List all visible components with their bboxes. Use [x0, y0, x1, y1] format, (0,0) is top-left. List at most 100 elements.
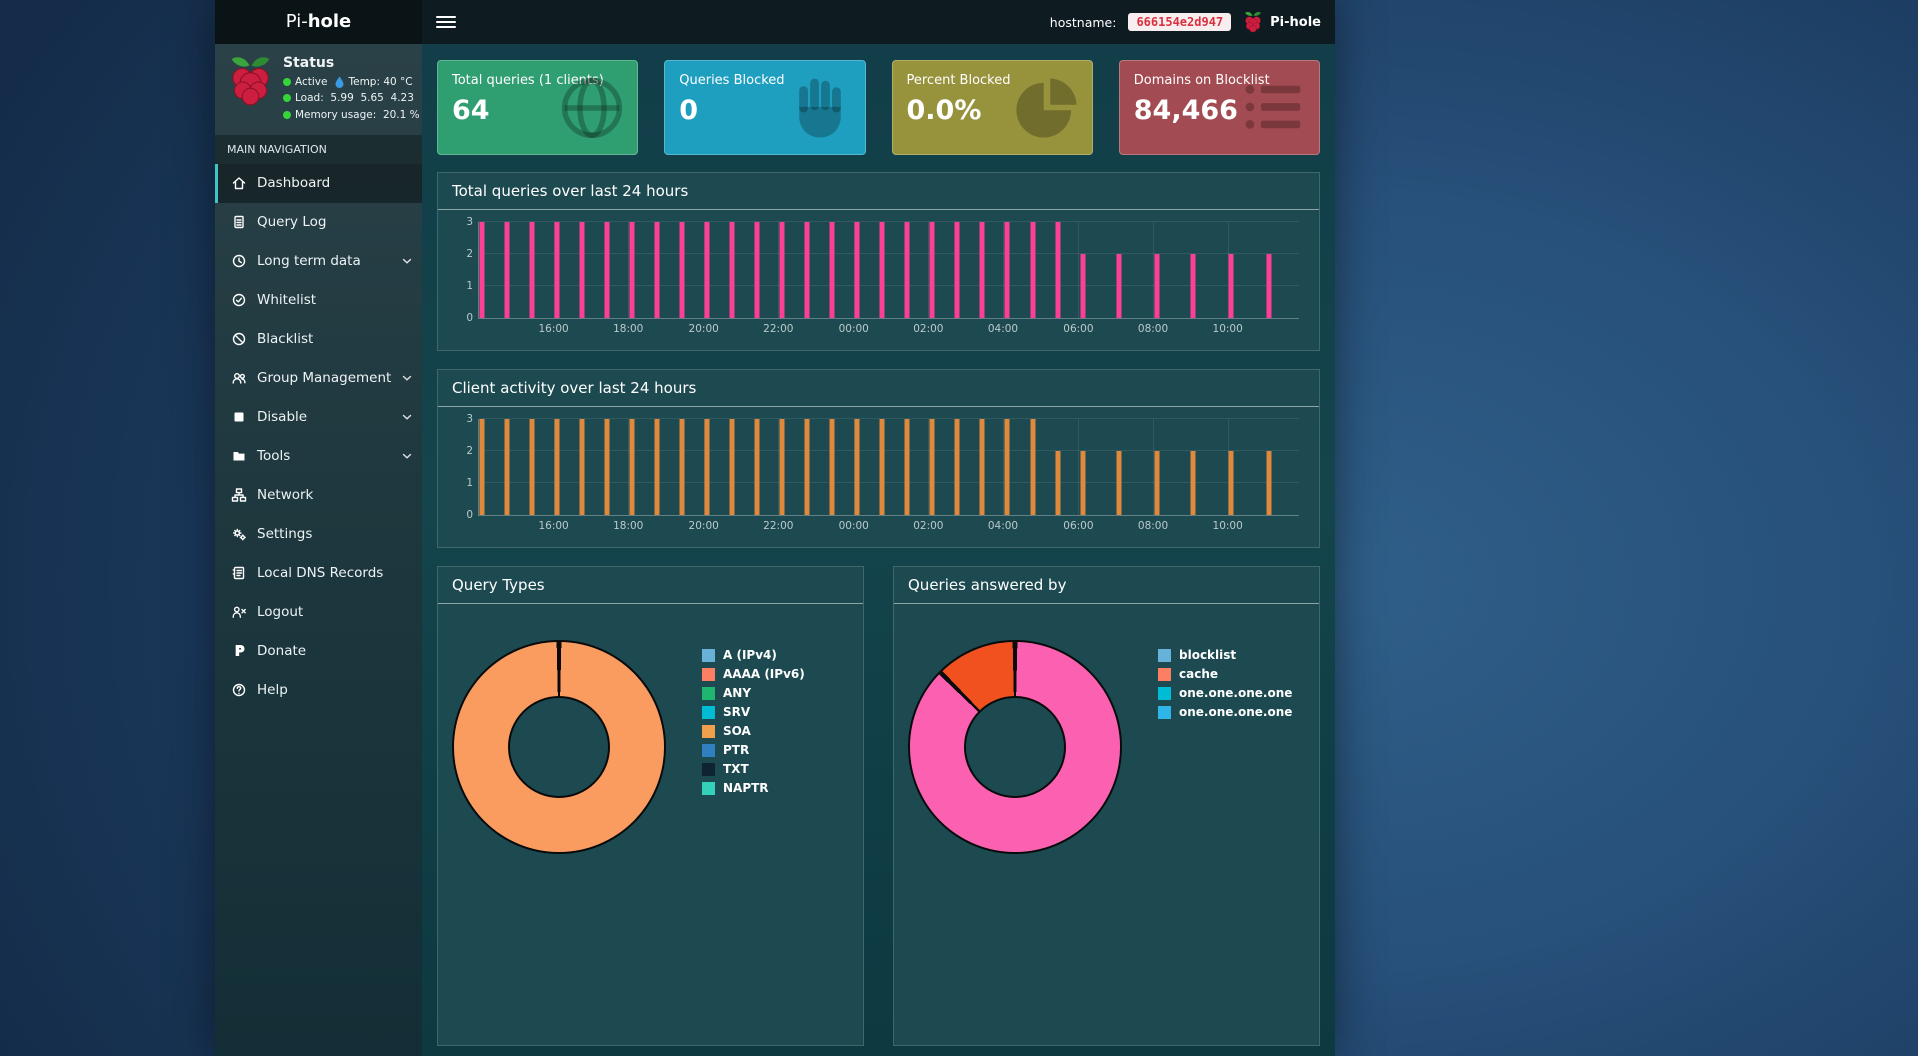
sidebar-toggle-button[interactable] — [436, 16, 456, 28]
chart-bar[interactable] — [1116, 451, 1122, 515]
chart-bar[interactable] — [654, 222, 660, 318]
chart-bar[interactable] — [1228, 254, 1234, 318]
chart-bar[interactable] — [804, 222, 810, 318]
chart-bar[interactable] — [879, 419, 885, 515]
queries-answered-donut-chart[interactable] — [910, 642, 1120, 852]
legend-item-srv[interactable]: SRV — [702, 705, 805, 719]
chart-bar[interactable] — [979, 222, 985, 318]
chart-bar[interactable] — [554, 419, 560, 515]
chart-bar[interactable] — [1080, 254, 1086, 318]
chart-bar[interactable] — [1030, 419, 1035, 515]
chart-bar[interactable] — [779, 419, 785, 515]
sidebar-item-donate[interactable]: P Donate — [215, 632, 422, 671]
chart-bar[interactable] — [1080, 451, 1086, 515]
chart-bar[interactable] — [679, 419, 685, 515]
legend-item-any[interactable]: ANY — [702, 686, 805, 700]
chart-bar[interactable] — [1055, 222, 1060, 318]
chart-plot-area[interactable]: 0 1 2 3 16:00 18:00 20:00 22:00 00:00 02:00 04:00 0… — [466, 216, 1299, 335]
chart-bar[interactable] — [829, 222, 835, 318]
chart-bar[interactable] — [579, 222, 585, 318]
legend-item-soa[interactable]: SOA — [702, 724, 805, 738]
legend-item-aaaa-ipv6[interactable]: AAAA (IPv6) — [702, 667, 805, 681]
chart-bar[interactable] — [479, 222, 485, 318]
legend-item-ptr[interactable]: PTR — [702, 743, 805, 757]
chart-bar[interactable] — [529, 222, 535, 318]
chart-bar[interactable] — [1266, 451, 1272, 515]
sidebar-item-query-log[interactable]: Query Log — [215, 203, 422, 242]
chart-bar[interactable] — [1190, 254, 1196, 318]
sidebar-item-disable[interactable]: Disable — [215, 398, 422, 437]
chart-bar[interactable] — [954, 419, 960, 515]
chart-bar[interactable] — [879, 222, 885, 318]
chart-bar[interactable] — [1004, 419, 1010, 515]
sidebar-item-help[interactable]: Help — [215, 671, 422, 710]
client-activity-chart[interactable]: 0 1 2 3 16:00 18:00 20:00 22:00 00:00 02:00 04:00 0… — [452, 413, 1305, 539]
chart-bar[interactable] — [504, 419, 510, 515]
chart-bar[interactable] — [1055, 451, 1060, 515]
legend-item-blocklist[interactable]: blocklist — [1158, 648, 1292, 662]
query-types-donut-chart[interactable] — [454, 642, 664, 852]
chart-bar[interactable] — [629, 419, 635, 515]
chart-bar[interactable] — [1030, 222, 1035, 318]
chart-bar[interactable] — [604, 222, 610, 318]
dns-icon — [230, 565, 248, 581]
legend-item-txt[interactable]: TXT — [702, 762, 805, 776]
chart-bar[interactable] — [554, 222, 560, 318]
chart-bar[interactable] — [754, 222, 760, 318]
sidebar-item-long-term-data[interactable]: Long term data — [215, 242, 422, 281]
chart-bar[interactable] — [1190, 451, 1196, 515]
chart-bar[interactable] — [804, 419, 810, 515]
chart-bar[interactable] — [504, 222, 510, 318]
chart-bar[interactable] — [779, 222, 785, 318]
chart-bar[interactable] — [529, 419, 535, 515]
chart-bar[interactable] — [854, 419, 860, 515]
sidebar-item-network[interactable]: Network — [215, 476, 422, 515]
chart-bar[interactable] — [929, 419, 935, 515]
sidebar-item-group-management[interactable]: Group Management — [215, 359, 422, 398]
total-queries-chart[interactable]: 0 1 2 3 16:00 18:00 20:00 22:00 00:00 02:00 04:00 0… — [452, 216, 1305, 342]
chart-bar[interactable] — [704, 419, 710, 515]
chart-bar[interactable] — [854, 222, 860, 318]
legend-item-a-ipv4[interactable]: A (IPv4) — [702, 648, 805, 662]
sidebar-item-tools[interactable]: Tools — [215, 437, 422, 476]
x-axis-label: 10:00 — [1212, 323, 1243, 335]
sidebar-item-whitelist[interactable]: Whitelist — [215, 281, 422, 320]
chart-bar[interactable] — [904, 419, 910, 515]
chart-bar[interactable] — [704, 222, 710, 318]
sidebar-item-blacklist[interactable]: Blacklist — [215, 320, 422, 359]
chart-bar[interactable] — [1116, 254, 1122, 318]
chart-bar[interactable] — [1154, 451, 1160, 515]
status-info: Status Active Temp: 40 °C Load: 5.99 5.6… — [283, 55, 420, 123]
chart-bar[interactable] — [579, 419, 585, 515]
chart-bar[interactable] — [1004, 222, 1010, 318]
chart-bar[interactable] — [1266, 254, 1272, 318]
chart-bar[interactable] — [654, 419, 660, 515]
chart-bar[interactable] — [829, 419, 835, 515]
chart-bar[interactable] — [729, 419, 735, 515]
chart-bar[interactable] — [929, 222, 935, 318]
sidebar-item-dashboard[interactable]: Dashboard — [215, 163, 422, 203]
sidebar-item-local-dns-records[interactable]: Local DNS Records — [215, 554, 422, 593]
logout-icon — [230, 604, 248, 620]
nav-section-header: MAIN NAVIGATION — [215, 134, 422, 164]
chart-plot-area[interactable]: 0 1 2 3 16:00 18:00 20:00 22:00 00:00 02:00 04:00 0… — [466, 413, 1299, 532]
legend-item-one-one-one-one[interactable]: one.one.one.one — [1158, 705, 1292, 719]
brand-link[interactable]: Pi-hole — [1243, 11, 1321, 33]
chart-bar[interactable] — [479, 419, 485, 515]
chart-bar[interactable] — [754, 419, 760, 515]
chart-bar[interactable] — [679, 222, 685, 318]
legend-item-one-one-one-one[interactable]: one.one.one.one — [1158, 686, 1292, 700]
sidebar-item-settings[interactable]: Settings — [215, 515, 422, 554]
chart-bar[interactable] — [954, 222, 960, 318]
legend-item-cache[interactable]: cache — [1158, 667, 1292, 681]
sidebar-item-logout[interactable]: Logout — [215, 593, 422, 632]
chart-bar[interactable] — [729, 222, 735, 318]
chart-bar[interactable] — [979, 419, 985, 515]
chart-bar[interactable] — [629, 222, 635, 318]
chart-bar[interactable] — [604, 419, 610, 515]
chart-bar[interactable] — [904, 222, 910, 318]
chart-bar[interactable] — [1154, 254, 1160, 318]
app-logo[interactable]: Pi-hole — [215, 0, 422, 44]
chart-bar[interactable] — [1228, 451, 1234, 515]
legend-item-naptr[interactable]: NAPTR — [702, 781, 805, 795]
